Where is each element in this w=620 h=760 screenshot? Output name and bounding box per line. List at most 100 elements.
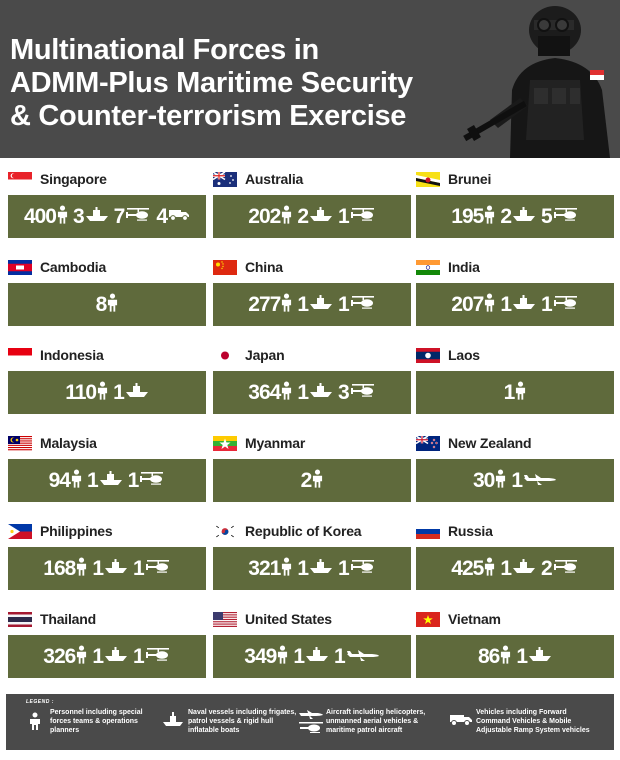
aircraft-stat: 1 bbox=[338, 557, 376, 581]
vessels-stat: 1 bbox=[500, 557, 536, 581]
vessels-count: 2 bbox=[297, 204, 309, 228]
personnel-count: 321 bbox=[248, 556, 281, 580]
helicopter-icon bbox=[553, 207, 579, 226]
vehicle-icon bbox=[446, 708, 476, 726]
title-line-3: & Counter-terrorism Exercise bbox=[10, 100, 407, 132]
laos-flag bbox=[416, 347, 440, 363]
country-header: Indonesia bbox=[8, 344, 104, 366]
personnel-stat: 364 bbox=[248, 381, 292, 405]
ship-icon bbox=[528, 647, 552, 666]
aircraft-count: 1 bbox=[133, 556, 145, 580]
ship-icon bbox=[158, 708, 188, 726]
aircraft-stat: 7 bbox=[114, 205, 152, 229]
asset-box: 168 1 1 bbox=[8, 547, 206, 590]
aircraft-plane-stat: 1 bbox=[511, 469, 557, 493]
personnel-count: 2 bbox=[300, 468, 313, 492]
vessels-count: 3 bbox=[72, 204, 85, 228]
aircraft-stat: 1 bbox=[133, 557, 171, 581]
personnel-count: 425 bbox=[451, 556, 484, 580]
russia-flag bbox=[416, 523, 440, 539]
personnel-stat: 195 bbox=[451, 205, 495, 229]
vessels-count: 1 bbox=[297, 556, 309, 580]
personnel-stat: 8 bbox=[96, 293, 119, 317]
vessels-count: 2 bbox=[500, 204, 512, 228]
personnel-count: 349 bbox=[244, 644, 277, 668]
ship-icon bbox=[309, 383, 333, 402]
country-header: Republic of Korea bbox=[213, 520, 362, 542]
personnel-stat: 321 bbox=[248, 557, 292, 581]
country-name: New Zealand bbox=[448, 435, 532, 451]
personnel-count: 202 bbox=[248, 204, 281, 228]
personnel-stat: 30 bbox=[473, 469, 506, 493]
personnel-icon bbox=[20, 708, 50, 730]
personnel-stat: 326 bbox=[43, 645, 87, 669]
country-name: Philippines bbox=[40, 523, 113, 539]
country-card-cambodia: Cambodia 8 bbox=[8, 246, 206, 334]
personnel-count: 168 bbox=[43, 556, 76, 580]
country-header: India bbox=[416, 256, 480, 278]
country-name: Japan bbox=[245, 347, 285, 363]
singapore-flag bbox=[8, 171, 32, 187]
vessels-count: 1 bbox=[113, 380, 125, 404]
country-card-singapore: Singapore 400 3 7 4 bbox=[8, 158, 206, 246]
vessels-stat: 3 bbox=[73, 205, 109, 229]
country-card-thailand: Thailand 326 1 1 bbox=[8, 598, 206, 686]
vessels-stat: 2 bbox=[297, 205, 333, 229]
vessels-count: 1 bbox=[92, 556, 104, 580]
asset-box: 321 1 1 bbox=[213, 547, 411, 590]
vessels-stat: 1 bbox=[87, 469, 123, 493]
legend-vehicles-text: Vehicles including Forward Command Vehic… bbox=[476, 709, 590, 734]
personnel-count: 94 bbox=[48, 468, 71, 492]
country-header: Australia bbox=[212, 168, 303, 190]
ship-icon bbox=[309, 559, 333, 578]
australia-flag bbox=[212, 170, 237, 187]
personnel-count: 1 bbox=[503, 380, 516, 404]
asset-box: 277 1 1 bbox=[213, 283, 411, 326]
aircraft-stat: 3 bbox=[338, 381, 376, 405]
personnel-icon bbox=[107, 293, 118, 317]
vessels-stat: 1 bbox=[500, 293, 536, 317]
aircraft-count: 7 bbox=[113, 204, 126, 228]
vessels-count: 1 bbox=[500, 556, 512, 580]
title-line-1: Multinational Forces in bbox=[10, 34, 319, 66]
vessels-stat: 1 bbox=[297, 293, 333, 317]
vessels-stat: 1 bbox=[297, 381, 333, 405]
plane-icon bbox=[523, 472, 557, 490]
aircraft-count: 1 bbox=[541, 292, 553, 316]
personnel-icon bbox=[277, 645, 288, 669]
ship-icon bbox=[104, 647, 128, 666]
personnel-icon bbox=[71, 469, 82, 493]
aircraft-count: 1 bbox=[133, 644, 145, 668]
ship-icon bbox=[512, 559, 536, 578]
brunei-flag bbox=[416, 171, 440, 187]
asset-box: 202 2 1 bbox=[213, 195, 411, 238]
aircraft-count: 3 bbox=[338, 380, 350, 404]
vessels-stat: 1 bbox=[113, 381, 149, 405]
personnel-icon bbox=[97, 381, 108, 405]
country-name: Indonesia bbox=[40, 347, 104, 363]
personnel-icon bbox=[281, 381, 292, 405]
personnel-stat: 277 bbox=[248, 293, 292, 317]
helicopter-icon bbox=[350, 295, 376, 314]
country-header: New Zealand bbox=[415, 432, 532, 454]
asset-box: 110 1 bbox=[8, 371, 206, 414]
personnel-icon bbox=[281, 205, 292, 229]
personnel-count: 8 bbox=[95, 292, 108, 316]
thailand-flag bbox=[8, 611, 32, 627]
country-header: Cambodia bbox=[8, 256, 106, 278]
personnel-icon bbox=[76, 557, 87, 581]
country-name: Russia bbox=[448, 523, 493, 539]
personnel-count: 30 bbox=[472, 468, 495, 492]
country-card-russia: Russia 425 1 2 bbox=[416, 510, 614, 598]
country-header: United States bbox=[213, 608, 332, 630]
personnel-icon bbox=[281, 293, 292, 317]
personnel-stat: 349 bbox=[244, 645, 288, 669]
aircraft-stat: 1 bbox=[133, 645, 171, 669]
aircraft-plane-stat: 1 bbox=[334, 645, 380, 669]
personnel-stat: 400 bbox=[24, 205, 68, 229]
country-card-united-states: United States 349 1 1 bbox=[213, 598, 411, 686]
asset-box: 86 1 bbox=[416, 635, 614, 678]
country-name: Thailand bbox=[40, 611, 96, 627]
vessels-count: 1 bbox=[86, 468, 99, 492]
aircraft-plane-count: 1 bbox=[334, 644, 346, 668]
